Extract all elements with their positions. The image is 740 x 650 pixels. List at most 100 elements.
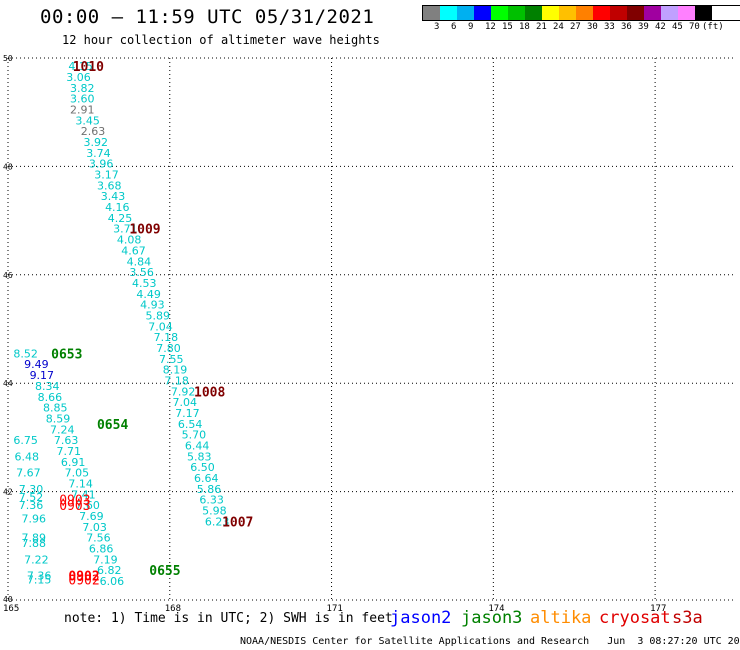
wave-height-label: 8.66	[38, 391, 63, 404]
pass-time-label: 0655	[149, 564, 180, 579]
wave-height-label: 6.54	[178, 418, 203, 431]
x-tick-label: 168	[165, 604, 181, 614]
legend-label: 15	[502, 22, 513, 32]
legend-label: 33	[604, 22, 615, 32]
wave-height-label: 7.14	[68, 477, 93, 490]
wave-height-label: 9.17	[30, 369, 55, 382]
wave-height-label: 7.04	[172, 396, 197, 409]
wave-height-label: 7.96	[21, 513, 46, 526]
x-tick-label: 177	[650, 604, 666, 614]
legend-swatch	[423, 6, 440, 20]
legend-swatch	[576, 6, 593, 20]
pass-time-label: 0903	[59, 494, 90, 509]
x-tick-label: 165	[3, 604, 19, 614]
wave-height-label: 6.75	[13, 434, 38, 447]
wave-height-label: 6.86	[89, 543, 114, 556]
wave-height-label: 7.55	[159, 353, 184, 366]
wave-height-label: 7.56	[86, 532, 111, 545]
wave-height-label: 2.91	[70, 103, 95, 116]
wave-height-label: 7.69	[79, 510, 104, 523]
legend-swatches	[422, 5, 740, 21]
pass-time-label: 1007	[222, 515, 253, 530]
wave-height-label: 7.36	[27, 570, 52, 583]
wave-height-label: 5.83	[187, 450, 212, 463]
legend-label: 36	[621, 22, 632, 32]
pass-time-label: 0903	[59, 499, 90, 514]
wave-height-label: 8.85	[43, 402, 67, 415]
wave-height-label: 7.17	[175, 407, 200, 420]
pass-time-label: 0902	[68, 570, 99, 585]
wave-height-label: 2.63	[81, 125, 106, 138]
wave-height-label: 6.44	[185, 440, 210, 453]
pass-time-label: 1009	[129, 223, 160, 238]
wave-height-label: 7.18	[154, 331, 179, 344]
legend-swatch	[508, 6, 525, 20]
legend-label: 70	[689, 22, 700, 32]
wave-height-label: 7.30	[19, 483, 44, 496]
pass-time-label: 0902	[68, 573, 99, 588]
pass-time-label: 0653	[51, 347, 82, 362]
satellite-altika: altika	[530, 608, 592, 628]
page-title: 00:00 – 11:59 UTC 05/31/2021	[40, 6, 375, 28]
wave-height-label: 3.68	[97, 179, 122, 192]
plot-frame	[7, 57, 737, 601]
observation-labels: 4.153.063.823.602.913.452.633.923.743.96…	[13, 60, 229, 588]
x-tick-label: 171	[327, 604, 343, 614]
wave-height-label: 8.52	[13, 347, 38, 360]
pass-time-label: 1008	[194, 385, 225, 400]
wave-height-label: 6.82	[97, 564, 122, 577]
wave-height-label: 7.52	[19, 491, 44, 504]
wave-height-label: 7.22	[24, 553, 49, 566]
wave-height-label: 4.93	[140, 299, 165, 312]
wave-height-label: 6.23	[205, 515, 230, 528]
wave-height-label: 6.33	[199, 494, 224, 507]
page-subtitle: 12 hour collection of altimeter wave hei…	[62, 33, 380, 47]
legend-swatch	[457, 6, 474, 20]
legend-label: 45	[672, 22, 683, 32]
wave-height-label: 7.19	[93, 553, 118, 566]
legend-label: 39	[638, 22, 649, 32]
wave-height-label: 6.64	[194, 472, 219, 485]
legend-swatch	[559, 6, 576, 20]
wave-height-label: 4.84	[127, 255, 152, 268]
wave-height-label: 6.48	[14, 450, 39, 463]
wave-height-label: 7.04	[148, 320, 173, 333]
y-tick-label: 40	[3, 595, 13, 604]
legend-label: 6	[451, 22, 457, 32]
wave-height-label: 7.63	[54, 434, 79, 447]
wave-height-label: 7.05	[65, 467, 90, 480]
grid-lines	[7, 57, 737, 601]
y-tick-label: 44	[3, 379, 13, 388]
wave-height-label: 7.15	[27, 573, 52, 586]
wave-height-label: 3.06	[66, 71, 91, 84]
legend-swatch	[474, 6, 491, 20]
wave-height-label: 3.82	[70, 82, 95, 95]
wave-height-label: 7.03	[82, 521, 107, 534]
wave-height-label: 6.50	[190, 461, 215, 474]
y-tick-label: 46	[3, 271, 13, 280]
y-tick-label: 50	[3, 54, 13, 63]
wave-height-label: 8.19	[163, 364, 188, 377]
note-text: note: 1) Time is in UTC; 2) SWH is in fe…	[64, 611, 393, 626]
legend-swatch	[610, 6, 627, 20]
y-tick-label: 42	[3, 488, 13, 497]
wave-height-label: 3.71	[113, 223, 137, 236]
footer-credit: NOAA/NESDIS Center for Satellite Applica…	[240, 636, 740, 647]
wave-height-label: 4.53	[132, 277, 157, 290]
wave-height-label: 7.60	[75, 499, 100, 512]
wave-height-label: 4.08	[117, 234, 141, 247]
satellite-cryosat: cryosat	[599, 608, 671, 628]
wave-height-label: 7.92	[171, 385, 196, 398]
wave-height-label: 3.96	[89, 158, 114, 171]
legend-swatch	[661, 6, 678, 20]
wave-height-label: 5.89	[146, 309, 171, 322]
legend-label: 27	[570, 22, 581, 32]
legend-swatch	[491, 6, 508, 20]
wave-height-label: 3.92	[83, 136, 108, 149]
legend-label: 9	[468, 22, 474, 32]
satellite-jason2: jason2	[390, 608, 452, 628]
legend-swatch	[542, 6, 559, 20]
wave-height-label: 7.89	[21, 532, 46, 545]
wave-height-label: 6.91	[61, 456, 86, 469]
